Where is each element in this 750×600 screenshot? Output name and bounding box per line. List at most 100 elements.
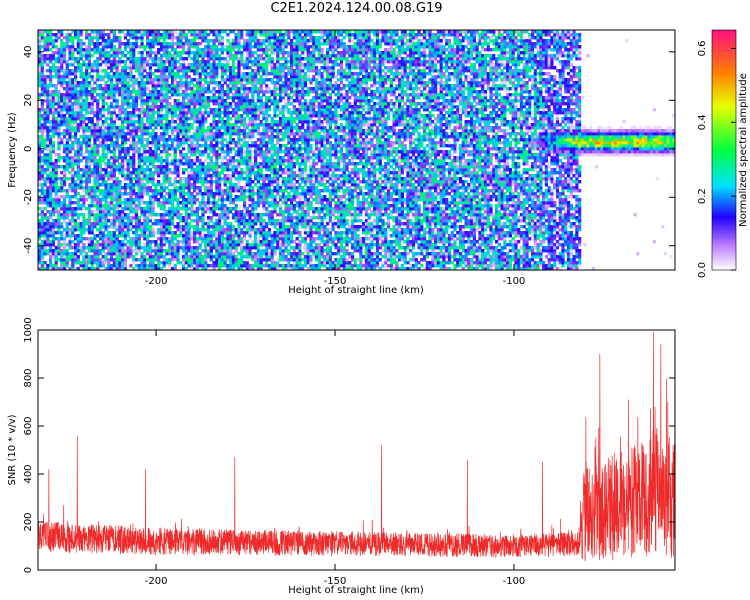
spectrogram-cell [51, 135, 56, 139]
spectrogram-cell [104, 180, 108, 184]
spectrogram-cell [165, 156, 169, 160]
spectrogram-cell [110, 45, 114, 49]
spectrogram-cell [190, 249, 194, 253]
spectrogram-cell [218, 135, 222, 139]
spectrogram-cell [240, 84, 244, 88]
spectrogram-cell [176, 144, 180, 148]
spectrogram-cell [198, 114, 202, 118]
spectrogram-cell [201, 96, 205, 100]
spectrogram-cell [159, 168, 164, 172]
spectrogram-cell [51, 105, 56, 109]
spectrogram-cell [51, 114, 56, 118]
spectrogram-cell [87, 72, 92, 76]
spectrogram-cell [110, 42, 114, 46]
spectrogram-cell [251, 135, 255, 139]
spectrogram-cell [79, 183, 83, 187]
spectrogram-cell [115, 159, 119, 163]
spectrogram-cell [159, 204, 164, 208]
spectrogram-cell [93, 210, 97, 214]
spectrogram-cell [198, 60, 202, 64]
spectrogram-cell [231, 186, 236, 190]
spectrogram-cell [179, 153, 183, 157]
spectrogram-cell [76, 114, 80, 118]
spectrogram-cell [129, 120, 133, 124]
spectrogram-cell [121, 54, 125, 58]
spectrogram-cell [251, 87, 255, 91]
spectrogram-cell [182, 177, 186, 181]
spectrogram-cell [245, 66, 249, 70]
spectrogram-cell [96, 204, 100, 208]
spectrogram-cell [112, 87, 116, 91]
spectrogram-cell [234, 93, 238, 97]
spectrogram-cell [68, 186, 72, 190]
spectrogram-cell [157, 189, 161, 193]
spectrogram-cell [157, 138, 161, 142]
spectrogram-cell [49, 78, 53, 82]
spectrogram-cell [198, 150, 202, 154]
spectrogram-cell [245, 78, 249, 82]
spectrogram-cell [187, 165, 191, 169]
spectrogram-cell [165, 75, 169, 79]
spectrogram-cell [93, 147, 97, 151]
spectrogram-cell [118, 183, 122, 187]
spectrogram-cell [154, 63, 158, 67]
spectrogram-cell [54, 93, 58, 97]
spectrogram-cell [129, 132, 133, 136]
spectrogram-cell [134, 69, 139, 73]
spectrogram-cell [126, 246, 130, 250]
spectrogram-cell [54, 75, 58, 79]
spectrogram-cell [49, 141, 53, 145]
spectrogram-cell [212, 57, 216, 61]
spectrogram-cell [218, 234, 222, 238]
spectrogram-cell [245, 177, 249, 181]
spectrogram-cell [182, 33, 186, 37]
spectrogram-cell [187, 201, 191, 205]
spectrogram-cell [143, 258, 147, 262]
spectrogram-cell [173, 183, 177, 187]
spectrogram-cell [201, 153, 205, 157]
spectrogram-cell [74, 60, 78, 64]
spectrogram-cell [176, 42, 180, 46]
spectrogram-cell [240, 174, 244, 178]
spectrogram-cell [107, 75, 111, 79]
spectrogram-cell [87, 150, 92, 154]
spectrogram-cell [129, 126, 133, 130]
spectrogram-cell [132, 249, 136, 253]
spectrogram-cell [184, 255, 188, 259]
spectrogram-cell [154, 198, 158, 202]
spectrogram-cell [74, 261, 78, 265]
spectrogram-cell [104, 126, 108, 130]
spectrogram-cell [51, 183, 56, 187]
spectrogram-cell [195, 258, 200, 262]
spectrogram-cell [98, 252, 103, 256]
spectrogram-cell [140, 60, 144, 64]
spectrogram-cell [129, 129, 133, 133]
spectrogram-cell [234, 87, 238, 91]
spectrogram-cell [43, 237, 47, 241]
spectrogram-cell [226, 84, 230, 88]
spectrogram-cell [226, 165, 230, 169]
spectrogram-cell [242, 237, 247, 241]
spectrogram-cell [82, 120, 86, 124]
spectrogram-cell [57, 108, 61, 112]
spectrogram-cell [87, 216, 92, 220]
spectrogram-cell [74, 102, 78, 106]
spectrogram-cell [98, 174, 103, 178]
spectrogram-cell [251, 102, 255, 106]
spectrogram-cell [204, 36, 208, 40]
spectrogram-cell [132, 150, 136, 154]
spectrogram-cell [165, 81, 169, 85]
spectrogram-cell [229, 234, 233, 238]
spectrogram-cell [82, 99, 86, 103]
spectrogram-cell [190, 267, 194, 270]
spectrogram-cell [140, 33, 144, 37]
spectrogram-cell [51, 33, 56, 37]
spectrogram-cell [96, 87, 100, 91]
spectrogram-cell [101, 219, 105, 223]
spectrogram-cell [190, 69, 194, 73]
spectrogram-cell [190, 144, 194, 148]
spectrogram-cell [215, 201, 219, 205]
spectrogram-cell [40, 189, 44, 193]
spectrogram-cell [140, 189, 144, 193]
spectrogram-cell [118, 156, 122, 160]
